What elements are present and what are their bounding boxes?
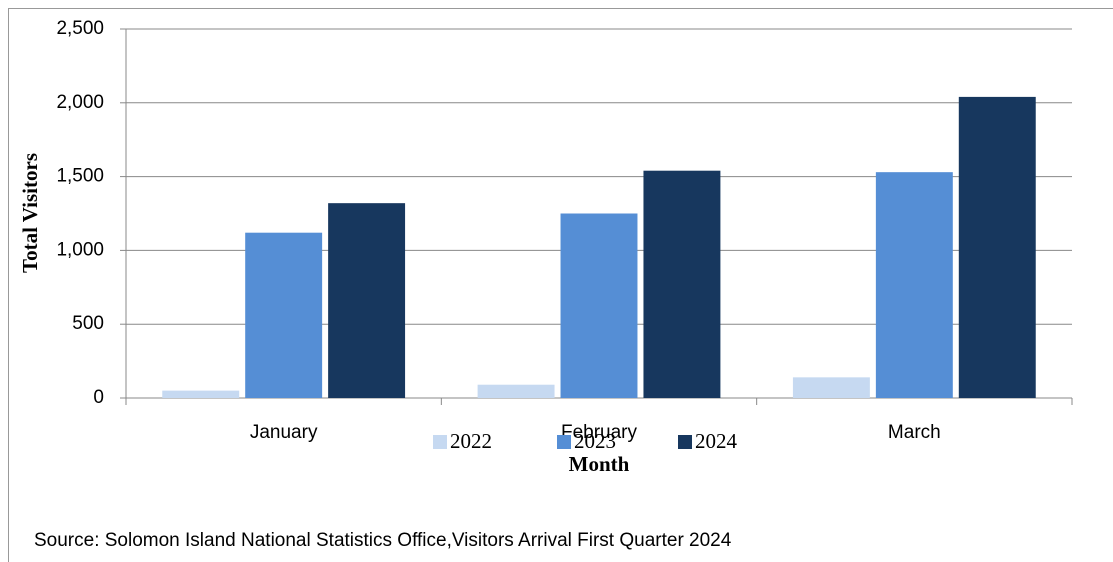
bar [792,377,870,398]
y-tick-label: 2,000 [56,92,104,113]
y-axis-title: Total Visitors [18,153,42,273]
bar [245,232,323,398]
legend-swatch [678,435,692,449]
y-tick-label: 1,500 [56,166,104,187]
bar [560,213,638,398]
x-tick-label: March [888,422,941,443]
legend-label: 2022 [450,429,492,453]
y-tick-label: 0 [93,387,104,408]
x-axis-title: Month [569,452,630,476]
bar [643,170,721,398]
bar [477,384,555,398]
legend-swatch [557,435,571,449]
legend-swatch [433,435,447,449]
y-tick-label: 500 [72,313,104,334]
x-tick-label: January [250,422,318,443]
bar [958,96,1036,399]
frame [8,8,1113,562]
source-note: Source: Solomon Island National Statisti… [34,530,732,551]
x-tick-label: February [561,422,638,443]
y-tick-label: 2,500 [56,18,104,39]
bar [328,203,406,398]
y-tick-label: 1,000 [56,239,104,260]
bar [162,390,240,398]
bar [875,172,953,398]
legend-label: 2023 [574,429,616,453]
legend-label: 2024 [695,429,738,453]
